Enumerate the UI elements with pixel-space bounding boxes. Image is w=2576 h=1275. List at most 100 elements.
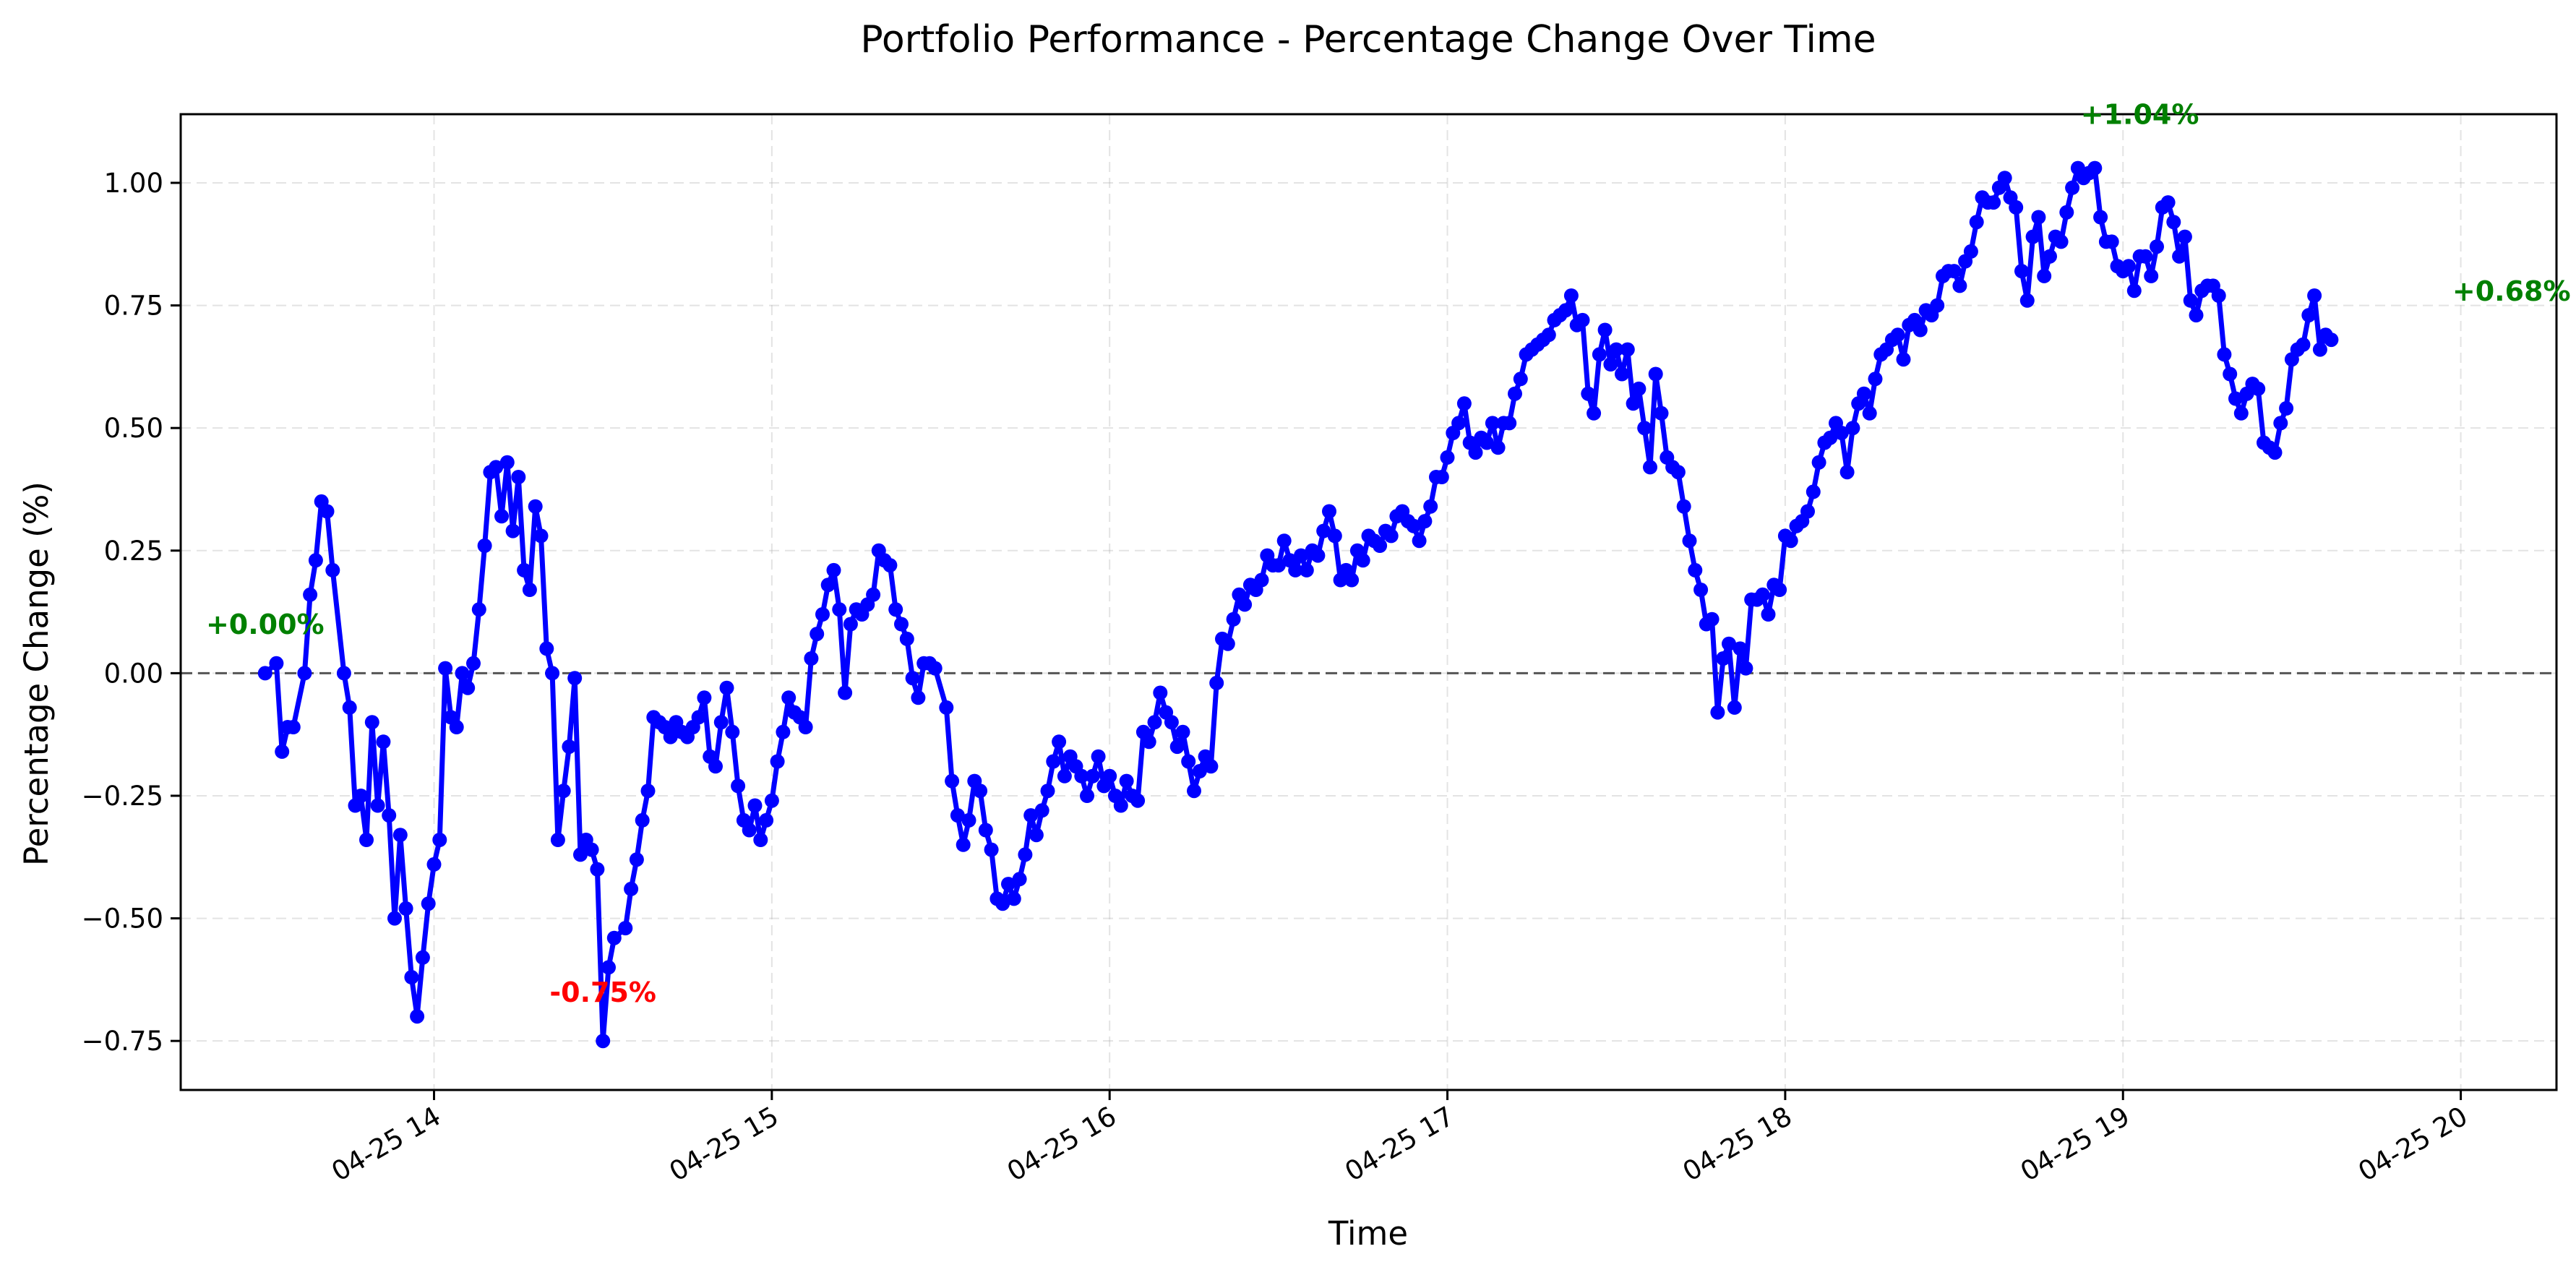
data-point bbox=[522, 583, 537, 597]
data-point bbox=[1322, 504, 1336, 519]
y-tick-label: −0.50 bbox=[82, 903, 163, 935]
y-tick-label: 0.00 bbox=[104, 658, 163, 689]
data-point bbox=[950, 808, 965, 823]
data-point bbox=[2172, 249, 2187, 264]
data-point bbox=[776, 724, 791, 739]
data-point bbox=[1485, 416, 1500, 431]
data-point bbox=[275, 744, 290, 759]
annotations: +0.00% -0.75% +1.04% +0.68% bbox=[206, 99, 2571, 1008]
data-point bbox=[471, 602, 486, 617]
data-point bbox=[731, 778, 746, 794]
data-point bbox=[1811, 455, 1826, 470]
data-point bbox=[533, 528, 549, 544]
data-point bbox=[426, 857, 442, 872]
data-point bbox=[905, 671, 920, 686]
data-point bbox=[2104, 234, 2119, 249]
data-point bbox=[1800, 504, 1815, 519]
data-point bbox=[2296, 337, 2311, 352]
data-point bbox=[1046, 754, 1061, 769]
data-point bbox=[1456, 396, 1472, 411]
data-point bbox=[1648, 366, 1663, 382]
data-point bbox=[494, 509, 509, 524]
data-point bbox=[2160, 195, 2176, 210]
data-point bbox=[1806, 484, 1821, 499]
data-point bbox=[1226, 611, 1241, 627]
data-point bbox=[843, 617, 858, 632]
data-point bbox=[2217, 347, 2232, 362]
data-point bbox=[1508, 386, 1522, 401]
data-point bbox=[838, 685, 853, 700]
plot-frame bbox=[179, 113, 2558, 1091]
data-point bbox=[1294, 548, 1308, 563]
data-point bbox=[2025, 229, 2040, 244]
data-point bbox=[1237, 597, 1253, 612]
data-point bbox=[1355, 553, 1370, 568]
data-point bbox=[1772, 583, 1787, 597]
data-point bbox=[2093, 210, 2108, 225]
data-point bbox=[1755, 587, 1770, 602]
data-point bbox=[1147, 715, 1162, 730]
data-point bbox=[1490, 440, 1506, 455]
data-point bbox=[894, 617, 909, 632]
data-point bbox=[606, 930, 622, 945]
data-point bbox=[1693, 583, 1709, 597]
data-point bbox=[1541, 327, 1556, 343]
data-point bbox=[1952, 278, 1967, 293]
data-point bbox=[382, 808, 397, 823]
data-point bbox=[1637, 421, 1652, 436]
data-point bbox=[359, 833, 374, 847]
data-point bbox=[1130, 793, 1146, 808]
data-point bbox=[297, 666, 312, 681]
data-point bbox=[2267, 445, 2283, 460]
series-layer bbox=[257, 160, 2339, 1049]
data-point bbox=[2183, 293, 2198, 308]
data-point bbox=[364, 715, 379, 730]
data-point bbox=[1682, 533, 1697, 549]
data-point bbox=[1620, 342, 1635, 357]
data-point bbox=[640, 784, 656, 799]
data-point bbox=[285, 720, 301, 734]
data-point bbox=[404, 970, 419, 984]
data-point bbox=[398, 901, 413, 916]
data-point bbox=[1631, 381, 1647, 396]
data-point bbox=[810, 627, 825, 642]
data-point bbox=[956, 837, 971, 852]
data-point bbox=[961, 812, 976, 828]
data-point bbox=[832, 602, 847, 617]
data-point bbox=[1986, 195, 2001, 210]
data-point bbox=[438, 661, 453, 676]
data-point bbox=[584, 842, 599, 857]
data-point bbox=[1946, 264, 1962, 279]
data-point bbox=[2087, 160, 2103, 176]
data-point bbox=[1383, 528, 1399, 544]
data-point bbox=[1823, 430, 1838, 445]
data-point bbox=[556, 784, 571, 799]
data-point bbox=[753, 833, 768, 847]
data-point bbox=[1451, 416, 1467, 431]
data-point bbox=[1969, 215, 1984, 230]
data-point bbox=[798, 720, 813, 734]
data-point bbox=[815, 607, 830, 622]
data-point bbox=[1091, 749, 1106, 764]
data-point bbox=[1575, 312, 1590, 327]
data-point bbox=[2312, 342, 2327, 357]
data-point bbox=[2144, 268, 2159, 283]
data-point bbox=[342, 700, 357, 715]
data-point bbox=[663, 729, 678, 744]
data-point bbox=[911, 690, 926, 705]
data-point bbox=[1609, 342, 1624, 357]
data-point bbox=[1502, 416, 1517, 431]
data-point bbox=[573, 847, 588, 862]
y-tick-label: 0.75 bbox=[104, 291, 163, 322]
data-point bbox=[1727, 700, 1742, 715]
data-point bbox=[257, 666, 272, 681]
data-point bbox=[1440, 450, 1455, 465]
data-point bbox=[505, 523, 520, 538]
data-point bbox=[2126, 283, 2142, 299]
data-point bbox=[1052, 734, 1067, 750]
data-point bbox=[1187, 784, 1201, 799]
data-point bbox=[1912, 322, 1928, 338]
data-point bbox=[2150, 239, 2164, 254]
data-point bbox=[1254, 572, 1269, 588]
